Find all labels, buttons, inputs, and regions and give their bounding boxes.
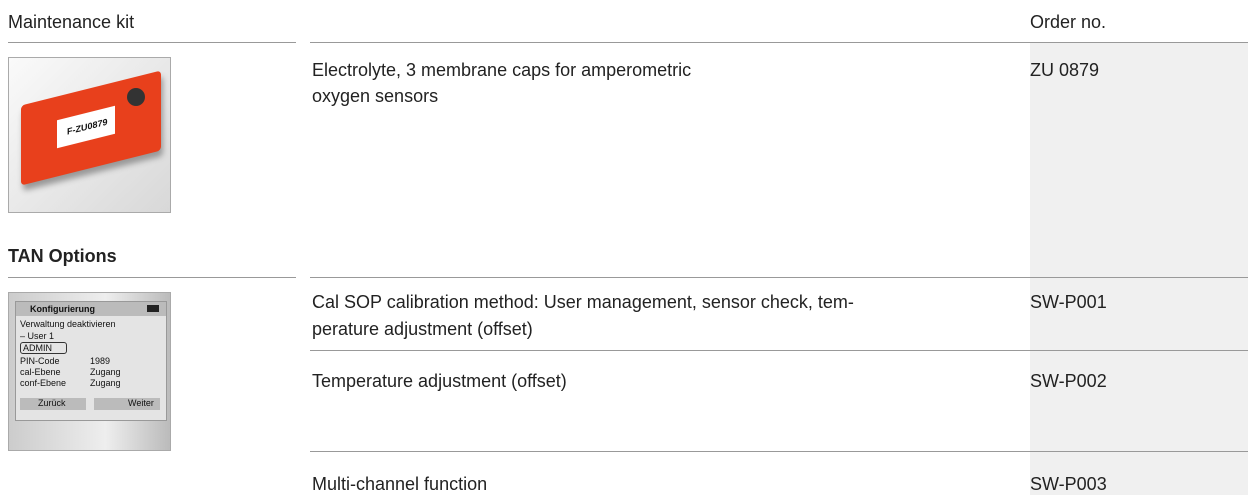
order-number: ZU 0879 [1030,60,1100,80]
screen-softkey: Zurück [20,398,86,410]
item-description: perature adjustment (offset) [312,319,533,339]
order-column [1030,42,1248,495]
screen-title: Konfigurierung [30,304,95,314]
screen-text: conf-Ebene [20,378,67,388]
screen-titlebar [16,302,166,316]
screen-button: ADMIN [20,342,67,354]
product-image: F-ZU0879 [8,57,171,213]
rule [8,277,296,278]
rule [310,42,1248,43]
section-title: Maintenance kit [8,12,135,32]
screen-text: Zugang [90,378,121,388]
order-number: SW-P001 [1030,292,1107,312]
kit-label-text: F-ZU0879 [67,116,108,137]
kit-cap [127,88,145,106]
order-number: SW-P003 [1030,474,1107,494]
battery-icon [147,305,159,312]
rule [310,451,1248,452]
device-screen: Konfigurierung Verwaltung deaktivieren –… [15,301,167,421]
rule [8,42,296,43]
section-title: TAN Options [8,246,117,266]
screen-text: Zurück [38,398,66,408]
screen-text: Weiter [128,398,154,408]
screen-text: Verwaltung deaktivieren [20,319,116,329]
rule [310,277,1248,278]
screen-text: cal-Ebene [20,367,61,377]
screen-text: 1989 [90,356,111,366]
item-description: Temperature adjustment (offset) [312,371,567,391]
screen-text: – User 1 [20,331,55,341]
item-description: Cal SOP calibration method: User managem… [312,292,854,312]
item-description: Electrolyte, 3 membrane caps for amperom… [312,60,692,80]
screen-softkey: Weiter [94,398,160,410]
item-description: oxygen sensors [312,86,439,106]
device-image: Konfigurierung Verwaltung deaktivieren –… [8,292,171,451]
order-header: Order no. [1030,12,1107,32]
rule [310,350,1248,351]
screen-text: Zugang [90,367,121,377]
screen-text: PIN-Code [20,356,60,366]
item-description: Multi-channel function [312,474,488,494]
order-number: SW-P002 [1030,371,1107,391]
